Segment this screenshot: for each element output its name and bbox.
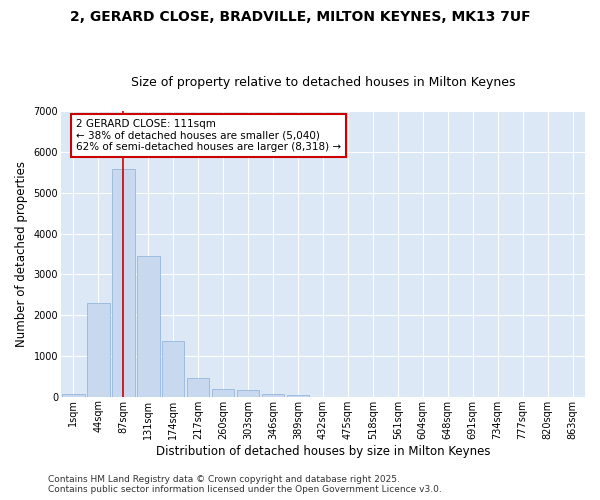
- Bar: [137, 256, 160, 396]
- Bar: [212, 389, 235, 396]
- Bar: [287, 395, 309, 396]
- Bar: [162, 342, 184, 396]
- Text: 2 GERARD CLOSE: 111sqm
← 38% of detached houses are smaller (5,040)
62% of semi-: 2 GERARD CLOSE: 111sqm ← 38% of detached…: [76, 119, 341, 152]
- Text: Contains HM Land Registry data © Crown copyright and database right 2025.
Contai: Contains HM Land Registry data © Crown c…: [48, 474, 442, 494]
- Bar: [62, 394, 85, 396]
- Bar: [187, 378, 209, 396]
- Text: 2, GERARD CLOSE, BRADVILLE, MILTON KEYNES, MK13 7UF: 2, GERARD CLOSE, BRADVILLE, MILTON KEYNE…: [70, 10, 530, 24]
- Y-axis label: Number of detached properties: Number of detached properties: [15, 161, 28, 347]
- Bar: [237, 390, 259, 396]
- X-axis label: Distribution of detached houses by size in Milton Keynes: Distribution of detached houses by size …: [156, 444, 490, 458]
- Title: Size of property relative to detached houses in Milton Keynes: Size of property relative to detached ho…: [131, 76, 515, 90]
- Bar: [87, 303, 110, 396]
- Bar: [262, 394, 284, 396]
- Bar: [112, 168, 134, 396]
